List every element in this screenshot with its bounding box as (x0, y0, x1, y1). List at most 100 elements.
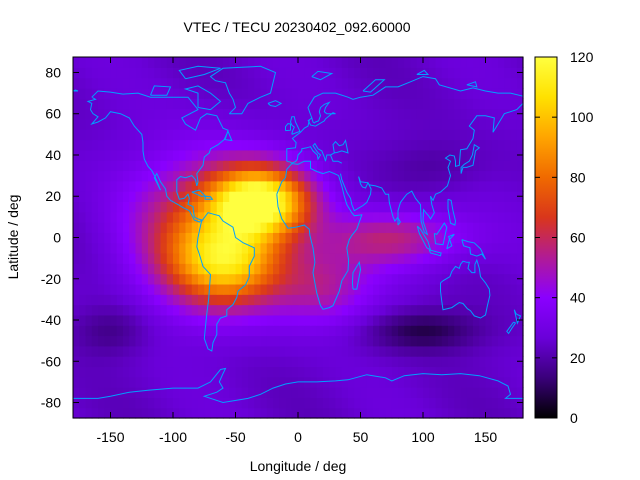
heatmap-cell (166, 57, 174, 68)
heatmap-cell (479, 108, 487, 120)
heatmap-cell (423, 87, 430, 99)
heatmap-cell (360, 376, 368, 388)
heatmap-cell (429, 87, 437, 99)
heatmap-cell (110, 397, 118, 409)
heatmap-cell (454, 283, 462, 295)
heatmap-cell (410, 376, 418, 388)
heatmap-cell (216, 232, 224, 244)
heatmap-cell (366, 232, 374, 244)
heatmap-cell (248, 180, 255, 192)
heatmap-cell (348, 304, 355, 316)
heatmap-cell (141, 366, 149, 378)
heatmap-cell (85, 211, 93, 223)
heatmap-cell (135, 273, 143, 285)
heatmap-cell (148, 232, 155, 244)
heatmap-cell (410, 170, 418, 182)
heatmap-cell (85, 387, 93, 398)
heatmap-cell (366, 376, 374, 388)
heatmap-cell (310, 407, 318, 419)
heatmap-cell (160, 314, 168, 326)
heatmap-cell (148, 201, 155, 213)
heatmap-cell (404, 283, 412, 295)
heatmap-cell (166, 294, 174, 306)
heatmap-cell (135, 108, 143, 120)
heatmap-cell (73, 160, 80, 172)
heatmap-cell (510, 314, 518, 326)
heatmap-cell (135, 232, 143, 244)
heatmap-cell (335, 149, 343, 161)
heatmap-cell (285, 98, 293, 110)
heatmap-cell (185, 160, 193, 172)
heatmap-cell (348, 263, 355, 275)
heatmap-cell (504, 67, 512, 79)
heatmap-cell (354, 356, 362, 368)
heatmap-cell (491, 376, 499, 388)
heatmap-cell (298, 242, 305, 254)
heatmap-cell (404, 314, 412, 326)
heatmap-cell (173, 304, 180, 316)
heatmap-cell (354, 397, 362, 409)
heatmap-cell (160, 149, 168, 161)
heatmap-cell (210, 57, 218, 68)
heatmap-cell (323, 201, 330, 213)
heatmap-cell (304, 149, 312, 161)
heatmap-cell (166, 108, 174, 120)
heatmap-cell (141, 252, 149, 264)
heatmap-cell (366, 98, 374, 110)
heatmap-cell (285, 170, 293, 182)
heatmap-cell (85, 242, 93, 254)
heatmap-cell (498, 325, 505, 337)
heatmap-cell (73, 325, 80, 337)
heatmap-cell (204, 170, 212, 182)
heatmap-cell (398, 77, 405, 89)
heatmap-cell (335, 325, 343, 337)
heatmap-cell (160, 304, 168, 316)
heatmap-cell (166, 263, 174, 275)
heatmap-cell (516, 407, 524, 419)
heatmap-cell (373, 407, 380, 419)
heatmap-cell (223, 108, 230, 120)
heatmap-cell (341, 222, 349, 233)
heatmap-cell (329, 376, 337, 388)
heatmap-cell (385, 314, 393, 326)
heatmap-cell (191, 273, 199, 285)
heatmap-cell (454, 304, 462, 316)
heatmap-cell (110, 211, 118, 223)
heatmap-cell (241, 211, 249, 223)
heatmap-cell (310, 118, 318, 130)
heatmap-cell (273, 67, 280, 79)
heatmap-cell (235, 67, 243, 79)
heatmap-cell (79, 77, 87, 89)
heatmap-cell (216, 356, 224, 368)
heatmap-cell (79, 366, 87, 378)
heatmap-cell (273, 232, 280, 244)
heatmap-cell (98, 87, 105, 99)
heatmap-cell (241, 397, 249, 409)
heatmap-cell (473, 129, 480, 141)
heatmap-cell (273, 191, 280, 202)
heatmap-cell (373, 118, 380, 130)
heatmap-cell (98, 397, 105, 409)
heatmap-cell (260, 314, 268, 326)
heatmap-cell (260, 366, 268, 378)
heatmap-cell (491, 129, 499, 141)
heatmap-cell (410, 77, 418, 89)
heatmap-cell (429, 325, 437, 337)
heatmap-cell (266, 283, 274, 295)
heatmap-cell (348, 180, 355, 192)
heatmap-cell (185, 98, 193, 110)
heatmap-cell (398, 98, 405, 110)
heatmap-cell (248, 201, 255, 213)
heatmap-cell (291, 108, 299, 120)
heatmap-cell (129, 170, 137, 182)
heatmap-cell (279, 407, 287, 419)
heatmap-cell (73, 283, 80, 295)
heatmap-cell (260, 397, 268, 409)
heatmap-cell (441, 87, 449, 99)
heatmap-cell (416, 108, 424, 120)
heatmap-cell (391, 211, 399, 223)
heatmap-cell (479, 98, 487, 110)
heatmap-cell (304, 366, 312, 378)
heatmap-cell (316, 191, 324, 202)
heatmap-cell (204, 222, 212, 233)
